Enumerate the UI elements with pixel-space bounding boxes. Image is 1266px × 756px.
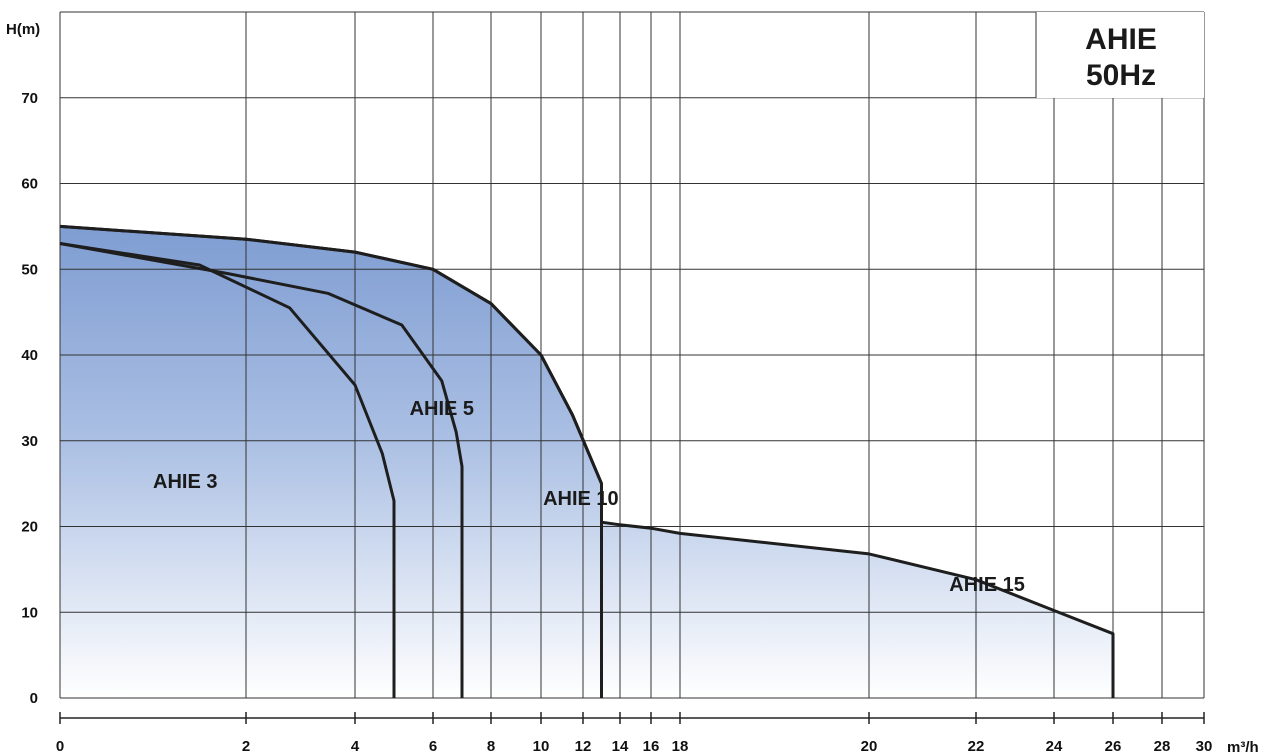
y-tick-label-10: 10 <box>21 604 38 621</box>
badge: AHIE 50Hz <box>1035 12 1204 98</box>
x-tick-label-28: 28 <box>1154 738 1171 755</box>
series-line-ahie-5 <box>59 242 464 698</box>
y-tick-label-30: 30 <box>21 433 38 450</box>
x-tick-label-2: 2 <box>242 738 250 755</box>
badge-line-1: AHIE <box>1085 23 1157 56</box>
x-tick-label-20: 20 <box>861 738 878 755</box>
x-axis-title: m³/h <box>1227 739 1259 756</box>
x-tick-label-4: 4 <box>351 738 360 755</box>
badge-line-2: 50Hz <box>1086 59 1156 92</box>
grid-layer <box>59 11 1205 699</box>
y-tick-label-40: 40 <box>21 347 38 364</box>
series-label-ahie-10: AHIE 10 <box>543 488 619 510</box>
x-tick-label-16: 16 <box>643 738 660 755</box>
series-label-ahie-3: AHIE 3 <box>153 471 217 493</box>
y-tick-label-60: 60 <box>21 176 38 193</box>
area-layer <box>60 226 1113 698</box>
curve-layer <box>59 224 1115 698</box>
label-layer: AHIE 3 AHIE 5 AHIE 10 AHIE 15 <box>153 398 1025 596</box>
y-tick-label-20: 20 <box>21 519 38 536</box>
x-tick-label-14: 14 <box>612 738 629 755</box>
series-label-ahie-15: AHIE 15 <box>949 574 1025 596</box>
y-tick-label-50: 50 <box>21 261 38 278</box>
series-line-ahie-10 <box>59 224 603 698</box>
x-tick-label-24: 24 <box>1046 738 1063 755</box>
area-fill-ahie-15 <box>60 226 1113 698</box>
x-tick-label-0: 0 <box>56 738 64 755</box>
series-label-ahie-5: AHIE 5 <box>410 398 474 420</box>
x-tick-label-8: 8 <box>487 738 495 755</box>
x-tick-label-30: 30 <box>1196 738 1213 755</box>
x-tick-label-22: 22 <box>968 738 985 755</box>
x-tick-label-6: 6 <box>429 738 437 755</box>
x-tick-label-18: 18 <box>672 738 689 755</box>
badge-box <box>1036 12 1204 98</box>
x-tick-label-26: 26 <box>1105 738 1122 755</box>
x-tick-label-12: 12 <box>575 738 592 755</box>
x-tick-label-10: 10 <box>533 738 550 755</box>
y-tick-label-70: 70 <box>21 90 38 107</box>
y-tick-label-0: 0 <box>30 690 38 707</box>
y-axis-title: H(m) <box>6 21 40 38</box>
series-line-ahie-3 <box>59 242 396 698</box>
